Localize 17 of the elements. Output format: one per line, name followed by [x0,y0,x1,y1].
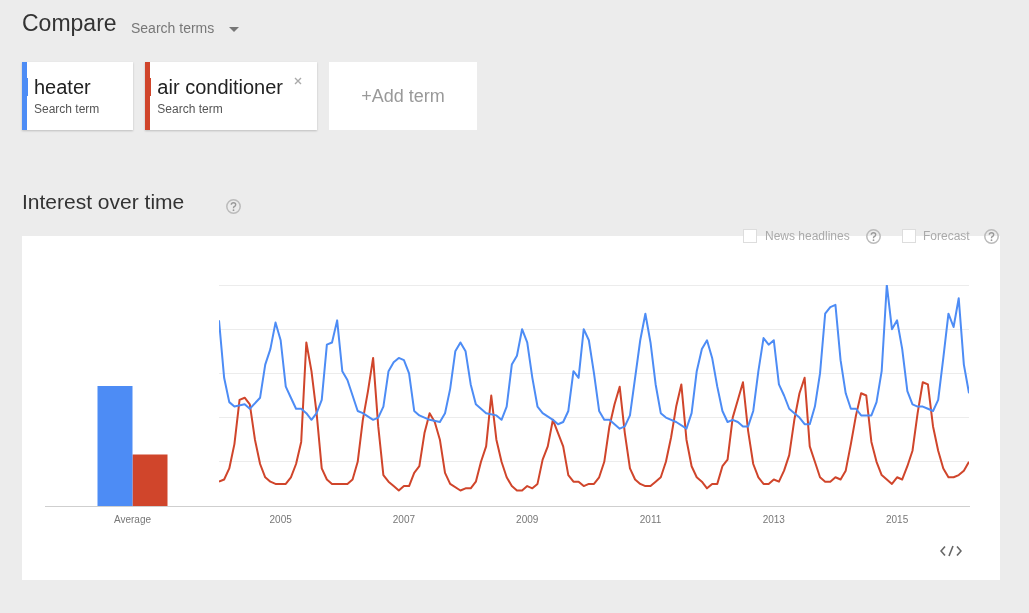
text: Forecast [923,229,970,243]
text: Search terms [131,20,215,36]
x-tick-label: 2013 [762,513,786,525]
x-tick-label: 2015 [885,513,909,525]
text: Compare [22,10,117,37]
text: Search term [157,102,224,116]
text: +Add term [328,62,477,130]
legend-label: heater [34,76,92,99]
x-tick-label: Average [113,513,152,525]
chart-title: Interest over time [22,190,185,214]
x-tick-label: 2009 [516,513,539,525]
x-tick-label: 2007 [392,513,416,525]
x-tick-label: 2011 [639,513,662,525]
legend-label: air conditioner [157,76,283,99]
text: Search term [34,102,100,116]
x-tick-label: 2005 [269,513,293,525]
text: News headlines [765,229,850,243]
